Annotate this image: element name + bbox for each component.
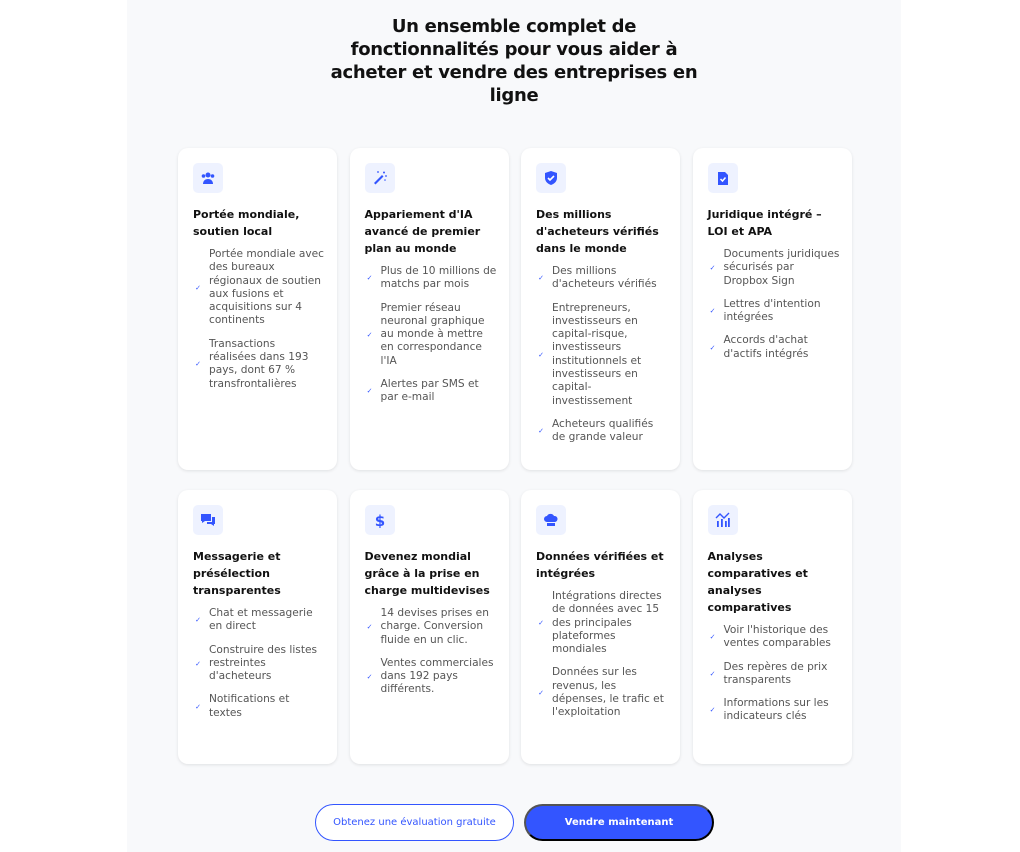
feature-title: Messagerie et présélection transparentes [193, 550, 281, 597]
feature-card: Des millions d'acheteurs vérifiés dans l… [521, 148, 680, 470]
check-icon: ✓ [709, 343, 716, 352]
features-grid: Portée mondiale, soutien local ✓ Portée mo… [178, 148, 852, 764]
list-item: ✓ Entrepreneurs, investisseurs en capital… [536, 302, 668, 408]
list-item: ✓ Données sur les revenus, les dépenses, … [536, 666, 668, 719]
svg-text:$: $ [374, 512, 384, 528]
check-icon: ✓ [195, 702, 201, 711]
list-item: ✓ Premier réseau neuronal graphique au mo… [365, 302, 497, 368]
free-valuation-button[interactable]: Obtenez une évaluation gratuite [315, 804, 514, 841]
list-item: ✓ Transactions réalisées dans 193 pays, d… [193, 338, 325, 391]
check-icon: ✓ [195, 616, 201, 625]
document-check-icon [707, 163, 738, 193]
check-icon: ✓ [366, 672, 373, 681]
feature-list: ✓ Voir l'historique des ventes comparable… [708, 624, 840, 724]
chat-icon [193, 505, 223, 535]
users-icon [193, 163, 223, 193]
list-item: ✓ Lettres d'intention intégrées [708, 298, 840, 325]
check-icon: ✓ [709, 669, 716, 678]
feature-list: ✓ Portée mondiale avec des bureaux région… [193, 248, 325, 391]
list-item: ✓ Intégrations directes de données avec 1… [536, 590, 668, 656]
check-icon: ✓ [538, 274, 544, 283]
check-icon: ✓ [538, 689, 544, 698]
feature-list: ✓ Documents juridiques sécurisés par Drop… [708, 248, 840, 361]
feature-title: Des millions d'acheteurs vérifiés dans l… [536, 208, 659, 255]
list-item: ✓ Informations sur les indicateurs clés [708, 697, 840, 724]
magic-wand-icon [364, 163, 395, 193]
list-item: ✓ Ventes commerciales dans 192 pays diffé… [365, 657, 497, 697]
feature-card: Juridique intégré – LOI et APA ✓ Documents… [692, 148, 852, 470]
feature-card: Messagerie et présélection transparentes… [178, 490, 337, 764]
shield-check-icon [536, 163, 566, 193]
check-icon: ✓ [366, 330, 373, 339]
check-icon: ✓ [195, 360, 201, 369]
check-icon: ✓ [709, 307, 716, 316]
check-icon: ✓ [709, 706, 716, 715]
check-icon: ✓ [366, 387, 373, 396]
list-item: ✓ Alertes par SMS et par e-mail [365, 378, 497, 405]
feature-title: Juridique intégré – LOI et APA [707, 208, 822, 238]
feature-card: Appariement d'IA avancé de premier plan … [349, 148, 509, 470]
check-icon: ✓ [538, 427, 544, 436]
check-icon: ✓ [195, 283, 201, 292]
check-icon: ✓ [709, 263, 716, 272]
list-item: ✓ Accords d'achat d'actifs intégrés [708, 334, 840, 361]
feature-card: Données vérifiées et intégrées ✓ Intégrati… [521, 490, 680, 764]
check-icon: ✓ [195, 659, 201, 668]
cloud-data-icon [536, 505, 566, 535]
list-item: ✓ Voir l'historique des ventes comparable… [708, 624, 840, 651]
section-heading: Un ensemble complet de fonctionnalités p… [330, 16, 698, 106]
feature-title: Appariement d'IA avancé de premier plan … [364, 208, 481, 255]
list-item: ✓ Des repères de prix transparents [708, 661, 840, 688]
feature-title: Analyses comparatives et analyses compar… [707, 550, 808, 614]
list-item: ✓ Acheteurs qualifiés de grande valeur [536, 418, 668, 445]
feature-list: ✓ Intégrations directes de données avec 1… [536, 590, 668, 720]
feature-title: Données vérifiées et intégrées [536, 550, 664, 580]
dollar-icon: $ [364, 505, 395, 535]
feature-card: Portée mondiale, soutien local ✓ Portée mo… [178, 148, 337, 470]
check-icon: ✓ [709, 633, 716, 642]
analytics-chart-icon [707, 505, 738, 535]
list-item: ✓ Portée mondiale avec des bureaux région… [193, 248, 325, 328]
list-item: ✓ Plus de 10 millions de matchs par mois [365, 265, 497, 292]
check-icon: ✓ [366, 274, 373, 283]
feature-card: Analyses comparatives et analyses compar… [692, 490, 852, 764]
check-icon: ✓ [366, 622, 373, 631]
feature-title: Devenez mondial grâce à la prise en char… [364, 550, 490, 597]
list-item: ✓ Notifications et textes [193, 693, 325, 720]
list-item: ✓ 14 devises prises en charge. Conversion… [365, 607, 497, 647]
list-item: ✓ Chat et messagerie en direct [193, 607, 325, 634]
feature-list: ✓ 14 devises prises en charge. Conversion… [365, 607, 497, 697]
feature-list: ✓ Des millions d'acheteurs vérifiés ✓ Entre… [536, 265, 668, 445]
feature-title: Portée mondiale, soutien local [193, 208, 300, 238]
feature-list: ✓ Chat et messagerie en direct ✓ Construire… [193, 607, 325, 720]
list-item: ✓ Documents juridiques sécurisés par Drop… [708, 248, 840, 288]
list-item: ✓ Des millions d'acheteurs vérifiés [536, 265, 668, 292]
check-icon: ✓ [538, 619, 544, 628]
list-item: ✓ Construire des listes restreintes d'ach… [193, 644, 325, 684]
sell-now-button[interactable]: Vendre maintenant [524, 804, 714, 841]
feature-card: $ Devenez mondial grâce à la prise en cha… [349, 490, 509, 764]
feature-list: ✓ Plus de 10 millions de matchs par mois ✓… [365, 265, 497, 405]
check-icon: ✓ [538, 350, 544, 359]
